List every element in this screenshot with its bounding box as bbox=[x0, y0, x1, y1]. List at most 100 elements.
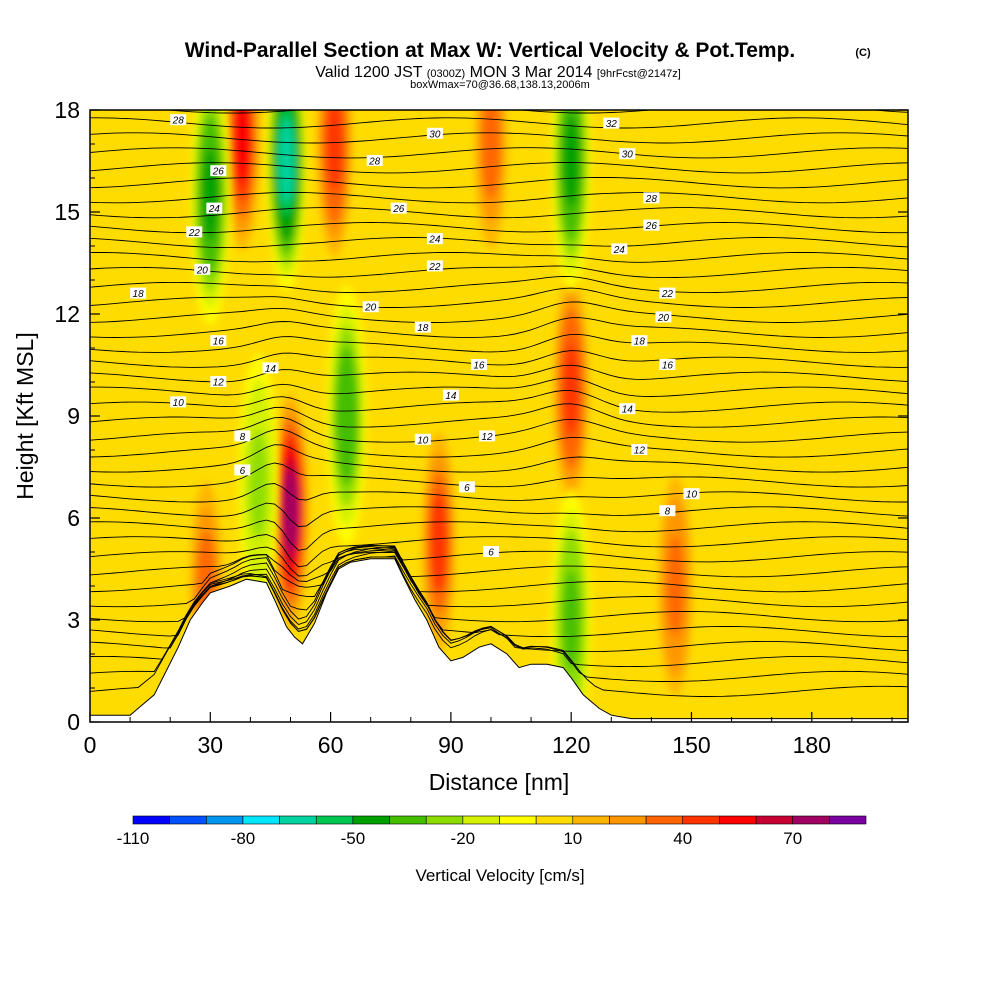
colorbar-swatch bbox=[792, 815, 830, 825]
colorbar-swatch bbox=[719, 815, 757, 825]
isentrope-label: 20 bbox=[362, 301, 379, 314]
isentrope-line bbox=[90, 483, 908, 503]
colorbar-tick-label: -50 bbox=[341, 829, 366, 848]
isentrope-label-text: 28 bbox=[368, 157, 381, 168]
x-tick-label: 150 bbox=[672, 732, 710, 758]
isentrope-label: 10 bbox=[414, 433, 431, 446]
updraft-core bbox=[270, 381, 311, 642]
isentrope-label: 12 bbox=[210, 376, 227, 389]
colorbar-swatch bbox=[499, 815, 537, 825]
isentrope-label-text: 30 bbox=[429, 129, 441, 140]
plot-area: 28 30 32 26 28 30 24 26 28 22 24 26 20 22 24 18 20 22 18 20… bbox=[90, 110, 908, 722]
isentrope-label-text: 28 bbox=[172, 116, 185, 127]
isentrope-label-text: 26 bbox=[645, 221, 658, 232]
colorbar-tick-label: 40 bbox=[673, 829, 692, 848]
isentrope-label-bg bbox=[482, 546, 499, 557]
isentrope-label-bg bbox=[366, 155, 383, 166]
colorbar-swatch bbox=[755, 815, 793, 825]
isentrope-label-text: 24 bbox=[428, 235, 441, 246]
y-tick-label: 15 bbox=[54, 199, 80, 225]
isentrope-line bbox=[90, 502, 908, 528]
subtitle-valid: Valid 1200 JST bbox=[315, 64, 423, 81]
isentrope-label: 22 bbox=[186, 226, 203, 239]
isentrope-label-bg bbox=[659, 359, 676, 370]
isentrope-label-bg bbox=[194, 263, 211, 275]
isentrope-label: 32 bbox=[603, 117, 620, 130]
isentrope-label: 26 bbox=[210, 165, 227, 178]
x-tick-label: 90 bbox=[438, 732, 464, 758]
isentrope-label: 20 bbox=[194, 263, 211, 276]
isentrope-label-text: 30 bbox=[622, 150, 634, 161]
isentrope-label: 10 bbox=[170, 396, 187, 409]
isentrope-line bbox=[90, 546, 908, 577]
isentrope-label-text: 14 bbox=[622, 405, 634, 416]
isentrope-label-bg bbox=[234, 464, 251, 476]
isentrope-line bbox=[90, 548, 908, 593]
colorbar-swatch bbox=[829, 815, 867, 825]
isentrope-label: 10 bbox=[683, 488, 700, 501]
isentrope-label-text: 26 bbox=[212, 167, 225, 178]
isentrope-label-bg bbox=[390, 202, 407, 214]
isentrope-label-bg bbox=[478, 430, 495, 442]
subtitle-zulu: (0300Z) bbox=[427, 68, 466, 80]
colorbar-swatch bbox=[645, 815, 684, 825]
isentrope-label-text: 24 bbox=[208, 204, 221, 215]
isentrope-label-bg bbox=[611, 243, 628, 255]
isentrope-label-text: 18 bbox=[634, 337, 646, 348]
colorbar-swatch bbox=[609, 815, 647, 825]
isentrope-label-bg bbox=[643, 219, 660, 231]
isentrope-label-text: 14 bbox=[265, 364, 277, 375]
updraft-core bbox=[418, 411, 459, 672]
isentrope-label: 30 bbox=[426, 127, 443, 140]
isentrope-label-text: 20 bbox=[196, 265, 209, 276]
colorbar-swatch bbox=[389, 815, 427, 825]
isentrope-label-bg bbox=[234, 430, 251, 442]
colorbar-tick-label: 70 bbox=[783, 829, 802, 848]
isentrope-label-text: 6 bbox=[464, 483, 470, 494]
x-tick-label: 180 bbox=[793, 732, 831, 758]
isentrope-label-bg bbox=[643, 192, 660, 204]
isentrope-label: 20 bbox=[655, 311, 672, 324]
colorbar-swatch bbox=[206, 815, 244, 825]
colorbar-swatch bbox=[132, 815, 170, 825]
isentrope-label-bg bbox=[414, 321, 431, 333]
isentrope-lines bbox=[90, 110, 908, 697]
colorbar-swatch bbox=[462, 815, 500, 825]
y-tick-label: 6 bbox=[67, 505, 80, 531]
isentrope-label: 22 bbox=[426, 260, 443, 273]
isentrope-label-text: 6 bbox=[240, 466, 246, 477]
isentrope-line bbox=[90, 403, 908, 428]
isentrope-label: 6 bbox=[458, 481, 475, 494]
colorbar-swatch bbox=[572, 815, 610, 825]
colorbar-swatch bbox=[535, 815, 574, 825]
isentrope-label: 14 bbox=[262, 362, 279, 375]
isentrope-line bbox=[90, 301, 908, 323]
updraft-core bbox=[470, 110, 511, 274]
box-info: boxWmax=70@36.68,138.13,2006m bbox=[410, 79, 590, 91]
colorbar: -110 -80 -50 -20 10 40 70 bbox=[117, 815, 867, 848]
isentrope-line bbox=[90, 132, 908, 144]
isentrope-line bbox=[90, 207, 908, 219]
isentrope-label-text: 12 bbox=[481, 432, 493, 443]
isentrope-labels: 28 30 32 26 28 30 24 26 28 22 24 26 20 22 24 18 20 22 18 20… bbox=[130, 114, 700, 559]
isentrope-label-bg bbox=[210, 335, 227, 347]
isentrope-label-bg bbox=[414, 433, 431, 445]
isentrope-label-text: 18 bbox=[133, 289, 145, 300]
isentrope-label-text: 10 bbox=[173, 398, 185, 409]
isentrope-label: 18 bbox=[631, 335, 648, 348]
isentrope-line bbox=[90, 117, 908, 129]
isentrope-label-text: 12 bbox=[213, 378, 225, 389]
isentrope-label-bg bbox=[210, 376, 227, 387]
isentrope-label-text: 22 bbox=[661, 289, 674, 300]
isentrope-label: 14 bbox=[442, 389, 459, 402]
isentrope-label: 24 bbox=[611, 243, 628, 256]
isentrope-label-bg bbox=[130, 287, 147, 299]
colorbar-swatch bbox=[425, 815, 464, 825]
downdraft-core bbox=[190, 110, 231, 325]
isentrope-line bbox=[90, 350, 908, 368]
downdraft-core bbox=[266, 110, 307, 291]
chart-title-mark: (C) bbox=[855, 47, 871, 59]
isentrope-label-text: 8 bbox=[665, 507, 671, 518]
isentrope-label: 14 bbox=[619, 403, 636, 416]
